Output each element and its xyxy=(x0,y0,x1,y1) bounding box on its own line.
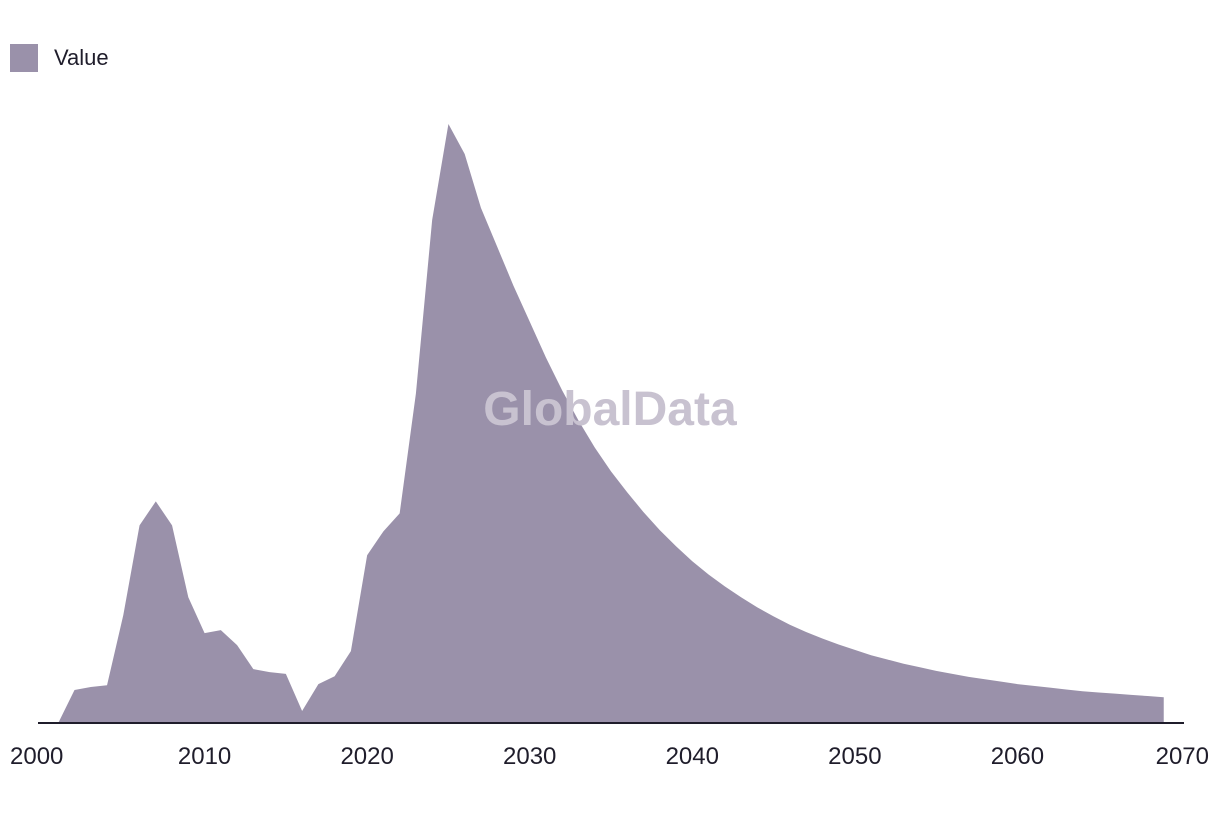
legend: Value xyxy=(10,44,109,72)
x-tick-label: 2060 xyxy=(991,743,1044,770)
x-axis-ticks: 2000 2010 2020 2030 2040 2050 2060 2070 xyxy=(10,743,1209,770)
x-tick-label: 2070 xyxy=(1156,743,1209,770)
area-layer xyxy=(58,124,1164,723)
x-tick-label: 2010 xyxy=(178,743,231,770)
x-tick-label: 2030 xyxy=(503,743,556,770)
legend-swatch xyxy=(10,44,38,72)
x-tick-label: 2020 xyxy=(340,743,393,770)
x-tick-label: 2040 xyxy=(666,743,719,770)
legend-label: Value xyxy=(54,45,109,70)
watermark-text: GlobalData xyxy=(483,383,737,436)
area-series-0 xyxy=(58,124,1164,723)
x-tick-label: 2000 xyxy=(10,743,63,770)
x-tick-label: 2050 xyxy=(828,743,881,770)
